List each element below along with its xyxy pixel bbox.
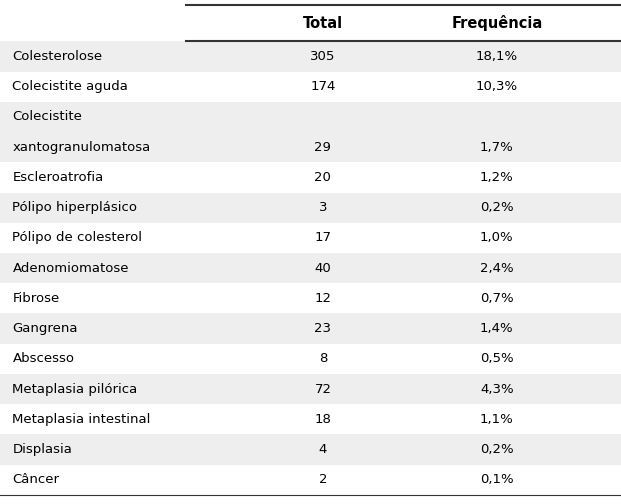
Text: 2: 2 (319, 473, 327, 486)
Text: 0,7%: 0,7% (480, 292, 514, 305)
Bar (0, 344, 621, 374)
Text: 20: 20 (314, 171, 332, 184)
Bar (0, 223, 621, 253)
Bar (0, 374, 621, 404)
Text: 29: 29 (314, 141, 332, 154)
Text: 40: 40 (315, 262, 331, 275)
Text: Abscesso: Abscesso (12, 352, 75, 365)
Text: Escleroatrofia: Escleroatrofia (12, 171, 104, 184)
Text: Colesterolose: Colesterolose (12, 50, 102, 63)
Text: 4,3%: 4,3% (480, 383, 514, 396)
Text: 1,1%: 1,1% (480, 413, 514, 426)
Bar (0, 41, 621, 72)
Text: Metaplasia intestinal: Metaplasia intestinal (12, 413, 151, 426)
Text: Displasia: Displasia (12, 443, 72, 456)
Text: 72: 72 (314, 383, 332, 396)
Text: 17: 17 (314, 231, 332, 244)
Text: Metaplasia pilórica: Metaplasia pilórica (12, 383, 138, 396)
Text: 305: 305 (310, 50, 335, 63)
Bar (0, 434, 621, 465)
Text: Gangrena: Gangrena (12, 322, 78, 335)
Bar (0, 162, 621, 193)
Text: 174: 174 (310, 80, 335, 93)
Text: 18,1%: 18,1% (476, 50, 518, 63)
Text: 0,2%: 0,2% (480, 201, 514, 214)
Text: 3: 3 (319, 201, 327, 214)
Text: Câncer: Câncer (12, 473, 60, 486)
Text: Total: Total (303, 16, 343, 31)
Text: 0,5%: 0,5% (480, 352, 514, 365)
Text: Pólipo de colesterol: Pólipo de colesterol (12, 231, 142, 244)
Text: Pólipo hiperplásico: Pólipo hiperplásico (12, 201, 137, 214)
Text: 1,0%: 1,0% (480, 231, 514, 244)
Text: Colecistite: Colecistite (12, 110, 83, 123)
Text: Adenomiomatose: Adenomiomatose (12, 262, 129, 275)
Text: 1,7%: 1,7% (480, 141, 514, 154)
Text: 1,4%: 1,4% (480, 322, 514, 335)
Text: 10,3%: 10,3% (476, 80, 518, 93)
Text: 0,1%: 0,1% (480, 473, 514, 486)
Text: 8: 8 (319, 352, 327, 365)
Bar (0, 404, 621, 434)
Text: 18: 18 (314, 413, 332, 426)
Text: xantogranulomatosa: xantogranulomatosa (12, 141, 151, 154)
Bar (0, 5, 621, 41)
Bar (0, 193, 621, 223)
Text: 1,2%: 1,2% (480, 171, 514, 184)
Text: 0,2%: 0,2% (480, 443, 514, 456)
Text: Fibrose: Fibrose (12, 292, 60, 305)
Bar (0, 283, 621, 313)
Bar (0, 465, 621, 495)
Text: 12: 12 (314, 292, 332, 305)
Text: Frequência: Frequência (451, 15, 542, 31)
Text: 23: 23 (314, 322, 332, 335)
Bar (0, 313, 621, 344)
Text: Colecistite aguda: Colecistite aguda (12, 80, 129, 93)
Bar (0, 102, 621, 162)
Bar (0, 72, 621, 102)
Bar (0, 253, 621, 283)
Text: 4: 4 (319, 443, 327, 456)
Text: 2,4%: 2,4% (480, 262, 514, 275)
